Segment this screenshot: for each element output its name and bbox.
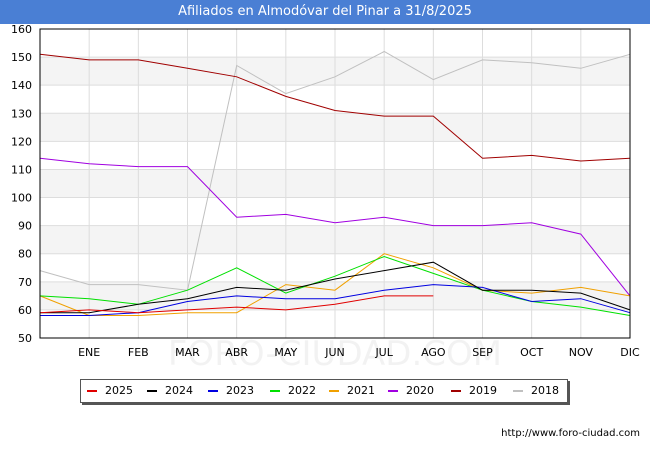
- y-tick-label: 110: [11, 163, 32, 176]
- y-tick-label: 140: [11, 79, 32, 92]
- y-tick-label: 100: [11, 192, 32, 205]
- x-tick-label: JUL: [374, 346, 393, 359]
- legend-label: 2018: [531, 384, 559, 397]
- x-tick-label: MAY: [274, 346, 297, 359]
- series-line-2019: [39, 53, 631, 162]
- series-line-2018: [39, 50, 631, 291]
- x-tick-label: DIC: [620, 346, 640, 359]
- series-line-2021: [39, 253, 631, 316]
- y-tick-label: 80: [18, 248, 32, 261]
- x-tick-label: JUN: [324, 346, 345, 359]
- chart-legend: 2025 2024 2023 2022 2021 2020 2019 2018: [80, 379, 568, 403]
- chart-title: Afiliados en Almodóvar del Pinar a 31/8/…: [178, 4, 472, 19]
- legend-swatch: [388, 390, 398, 392]
- x-tick-label: ABR: [225, 346, 248, 359]
- source-credit: http://www.foro-ciudad.com: [501, 428, 640, 439]
- legend-label: 2022: [288, 384, 316, 397]
- x-tick-label: MAR: [175, 346, 200, 359]
- x-tick-label: NOV: [569, 346, 594, 359]
- x-tick-label: ENE: [78, 346, 100, 359]
- y-tick-label: 120: [11, 135, 32, 148]
- legend-label: 2019: [469, 384, 497, 397]
- legend-label: 2024: [165, 384, 193, 397]
- series-line-2020: [39, 157, 631, 297]
- series-line-2025: [39, 295, 434, 314]
- x-tick-label: SEP: [472, 346, 493, 359]
- title-bar: [0, 0, 650, 24]
- legend-swatch: [329, 390, 339, 392]
- legend-label: 2021: [347, 384, 375, 397]
- y-tick-label: 90: [18, 220, 32, 233]
- x-tick-label: OCT: [520, 346, 543, 359]
- legend-swatch: [270, 390, 280, 392]
- y-tick-label: 50: [18, 332, 32, 345]
- legend-label: 2025: [105, 384, 133, 397]
- y-tick-label: 60: [18, 304, 32, 317]
- legend-label: 2023: [226, 384, 254, 397]
- y-tick-label: 70: [18, 276, 32, 289]
- legend-swatch: [87, 390, 97, 392]
- x-tick-label: FEB: [128, 346, 149, 359]
- y-tick-label: 130: [11, 107, 32, 120]
- series-line-2024: [40, 261, 631, 314]
- legend-swatch: [147, 390, 157, 392]
- y-tick-label: 160: [11, 23, 32, 36]
- legend-swatch: [208, 390, 218, 392]
- y-tick-label: 150: [11, 51, 32, 64]
- x-tick-label: AGO: [421, 346, 446, 359]
- plot-frame: [39, 28, 631, 339]
- legend-swatch: [451, 390, 461, 392]
- legend-label: 2020: [406, 384, 434, 397]
- watermark: FORO-CIUDAD.COM: [168, 334, 502, 374]
- legend-swatch: [513, 390, 523, 392]
